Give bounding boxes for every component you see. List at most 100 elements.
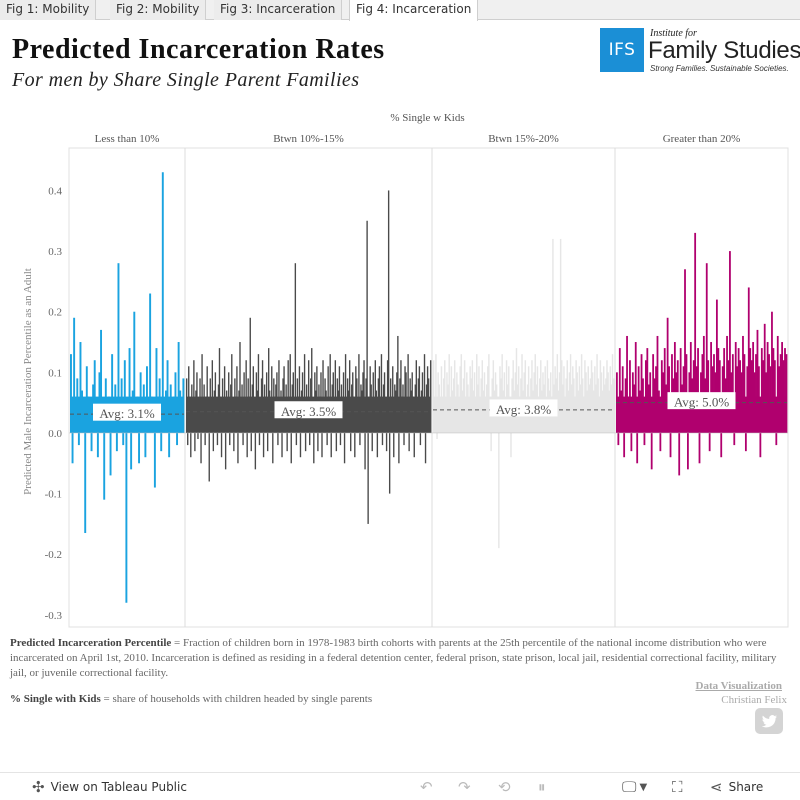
bar bbox=[726, 335, 728, 433]
bar bbox=[689, 342, 692, 433]
bar bbox=[490, 432, 492, 452]
definition-term-single: % Single with Kids bbox=[10, 693, 101, 705]
bar bbox=[759, 432, 762, 458]
bar bbox=[290, 432, 292, 464]
data-visualization-link[interactable]: Data Visualization bbox=[695, 680, 782, 692]
definition-note-single: % Single with Kids = share of households… bbox=[10, 693, 372, 705]
bar bbox=[393, 432, 395, 458]
bar bbox=[155, 348, 158, 433]
bar bbox=[321, 432, 323, 458]
bar bbox=[559, 238, 562, 433]
bar bbox=[617, 432, 620, 446]
bar bbox=[376, 432, 379, 458]
undo-button[interactable]: ↶ bbox=[420, 773, 433, 800]
bar bbox=[233, 432, 235, 452]
bar bbox=[109, 432, 112, 476]
bar bbox=[534, 354, 536, 433]
twitter-icon[interactable] bbox=[755, 708, 783, 734]
bar bbox=[580, 354, 583, 433]
bar bbox=[387, 190, 390, 433]
bar bbox=[176, 432, 179, 446]
bar bbox=[772, 348, 775, 433]
panel-header: Greater than 20% bbox=[663, 133, 741, 145]
bar bbox=[747, 287, 750, 433]
bar bbox=[281, 432, 283, 458]
bar bbox=[687, 432, 689, 470]
bar bbox=[763, 323, 766, 433]
bar bbox=[371, 432, 373, 452]
definition-term-incarceration: Predicted Incarceration Percentile bbox=[10, 637, 172, 649]
bar bbox=[413, 432, 415, 458]
bar bbox=[768, 354, 770, 433]
pause-button[interactable]: ⏸ bbox=[538, 773, 546, 800]
tab-fig3-incarceration[interactable]: Fig 3: Incarceration bbox=[214, 0, 343, 20]
bar bbox=[311, 348, 313, 433]
bar bbox=[697, 348, 699, 433]
panel-header: Less than 10% bbox=[95, 133, 160, 145]
bar bbox=[201, 354, 203, 433]
bar bbox=[344, 354, 347, 433]
average-label: Avg: 3.5% bbox=[281, 404, 337, 419]
redo-icon: ↷ bbox=[458, 778, 471, 796]
tableau-logo-icon: ✣ bbox=[32, 778, 45, 796]
bar bbox=[84, 432, 87, 534]
bar bbox=[200, 432, 202, 464]
page-title: Predicted Incarceration Rates bbox=[12, 34, 385, 65]
average-label: Avg: 3.1% bbox=[99, 406, 155, 421]
bar bbox=[161, 172, 164, 433]
bar bbox=[90, 432, 93, 452]
bar bbox=[329, 354, 331, 433]
bar bbox=[423, 354, 426, 433]
bar bbox=[133, 311, 136, 433]
bar bbox=[678, 432, 681, 476]
bar bbox=[249, 317, 251, 433]
bar bbox=[197, 432, 199, 440]
redo-button[interactable]: ↷ bbox=[458, 773, 471, 800]
bar bbox=[304, 432, 307, 452]
tab-fig2-mobility[interactable]: Fig 2: Mobility bbox=[110, 0, 207, 20]
page-subtitle: For men by Share Single Parent Families bbox=[12, 69, 360, 91]
bar bbox=[408, 432, 410, 452]
bar bbox=[435, 354, 437, 433]
share-button[interactable]: ⋖ Share bbox=[710, 773, 763, 800]
bar bbox=[294, 263, 297, 433]
bar bbox=[160, 432, 163, 452]
view-on-tableau-button[interactable]: ✣ View on Tableau Public bbox=[32, 773, 187, 800]
chevron-down-icon: ▼ bbox=[639, 781, 648, 793]
bar bbox=[785, 354, 788, 433]
tab-fig1-mobility[interactable]: Fig 1: Mobility bbox=[0, 0, 97, 20]
incarceration-bar-chart[interactable]: % Single w Kids Predicted Male Incarcerat… bbox=[0, 100, 800, 630]
bar bbox=[254, 432, 257, 470]
bar bbox=[272, 432, 274, 464]
average-label-bg bbox=[93, 403, 161, 421]
bar bbox=[122, 432, 125, 446]
bar bbox=[596, 354, 598, 433]
bar bbox=[96, 432, 99, 458]
bar bbox=[309, 432, 311, 446]
fullscreen-button[interactable]: ⛶ bbox=[672, 773, 683, 800]
bar bbox=[407, 354, 409, 433]
bar bbox=[79, 342, 82, 433]
bar bbox=[326, 432, 328, 446]
bar bbox=[208, 432, 210, 482]
bar bbox=[117, 263, 120, 433]
revert-icon: ⟲ bbox=[498, 778, 511, 796]
bar bbox=[128, 348, 131, 433]
download-button[interactable]: 🖵 ▼ bbox=[622, 773, 647, 800]
bar bbox=[650, 432, 653, 470]
bar bbox=[752, 342, 755, 433]
bar bbox=[776, 335, 779, 433]
revert-button[interactable]: ⟲ bbox=[498, 773, 511, 800]
bar bbox=[436, 432, 438, 440]
bar bbox=[684, 269, 686, 433]
bar bbox=[364, 432, 366, 470]
bar bbox=[358, 354, 360, 433]
bar bbox=[246, 432, 248, 458]
bar bbox=[636, 432, 639, 464]
bar bbox=[115, 432, 118, 452]
bar bbox=[111, 354, 114, 433]
plot-border bbox=[68, 147, 789, 628]
tab-fig4-incarceration[interactable]: Fig 4: Incarceration bbox=[349, 0, 479, 21]
bar bbox=[403, 432, 405, 446]
bar bbox=[350, 432, 352, 452]
